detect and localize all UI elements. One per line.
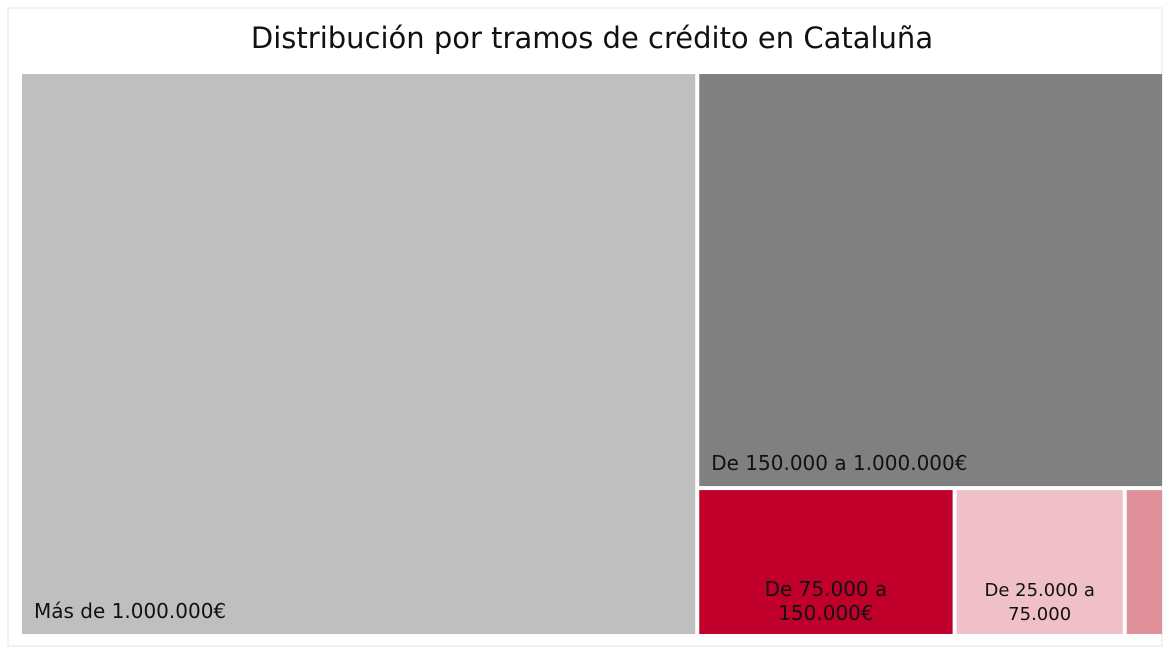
chart-title: Distribución por tramos de crédito en Ca… <box>251 21 933 55</box>
treemap-cell <box>22 74 696 634</box>
treemap-cell <box>699 74 1162 487</box>
cell-label: De 75.000 a 150.000€ <box>765 577 888 625</box>
treemap-cell <box>699 490 953 634</box>
cell-label: Más de 1.000.000€ <box>34 599 226 623</box>
treemap-cell <box>1126 490 1162 634</box>
cell-label: De 150.000 a 1.000.000€ <box>711 451 967 475</box>
cell-label: De 25.000 a 75.000 <box>984 580 1094 625</box>
treemap-cell <box>956 490 1123 634</box>
